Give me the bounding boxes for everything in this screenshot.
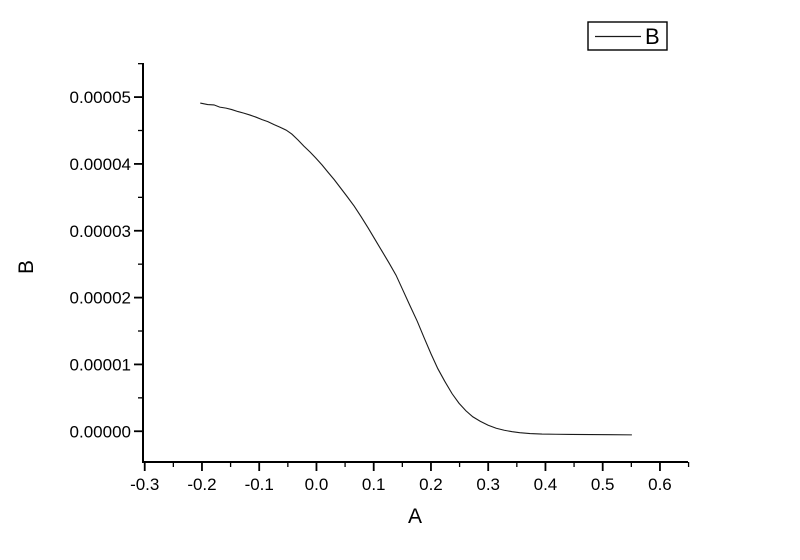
x-axis-ticks (143, 462, 690, 471)
y-axis-ticks (134, 63, 143, 433)
y-tick-label: 0.00004 (70, 155, 131, 174)
x-axis-tick-labels: -0.3 -0.2 -0.1 0.0 0.1 0.2 0.3 0.4 0.5 0.6 (130, 475, 672, 494)
data-series (200, 102, 632, 436)
x-tick-label: 0.0 (305, 475, 329, 494)
legend-entry-label: B (645, 24, 660, 49)
x-tick-label: 0.5 (591, 475, 615, 494)
axes (142, 63, 688, 463)
y-tick-label: 0.00005 (70, 88, 131, 107)
y-tick-label: 0.00000 (70, 422, 131, 441)
x-tick-label: -0.3 (130, 475, 159, 494)
x-tick-label: 0.1 (362, 475, 386, 494)
series-b-line (200, 102, 632, 436)
x-tick-label: -0.1 (245, 475, 274, 494)
y-tick-label: 0.00003 (70, 222, 131, 241)
y-axis-tick-labels: 0.00000 0.00001 0.00002 0.00003 0.00004 0.000… (70, 88, 131, 441)
x-tick-label: 0.4 (534, 475, 558, 494)
x-axis-label: A (408, 505, 422, 528)
y-axis-label: B (15, 260, 38, 274)
y-tick-label: 0.00002 (70, 289, 131, 308)
x-tick-label: 0.6 (648, 475, 672, 494)
x-tick-label: 0.3 (476, 475, 500, 494)
legend: B (587, 21, 668, 51)
y-tick-label: 0.00001 (70, 355, 131, 374)
x-tick-label: 0.2 (419, 475, 443, 494)
x-tick-label: -0.2 (187, 475, 216, 494)
